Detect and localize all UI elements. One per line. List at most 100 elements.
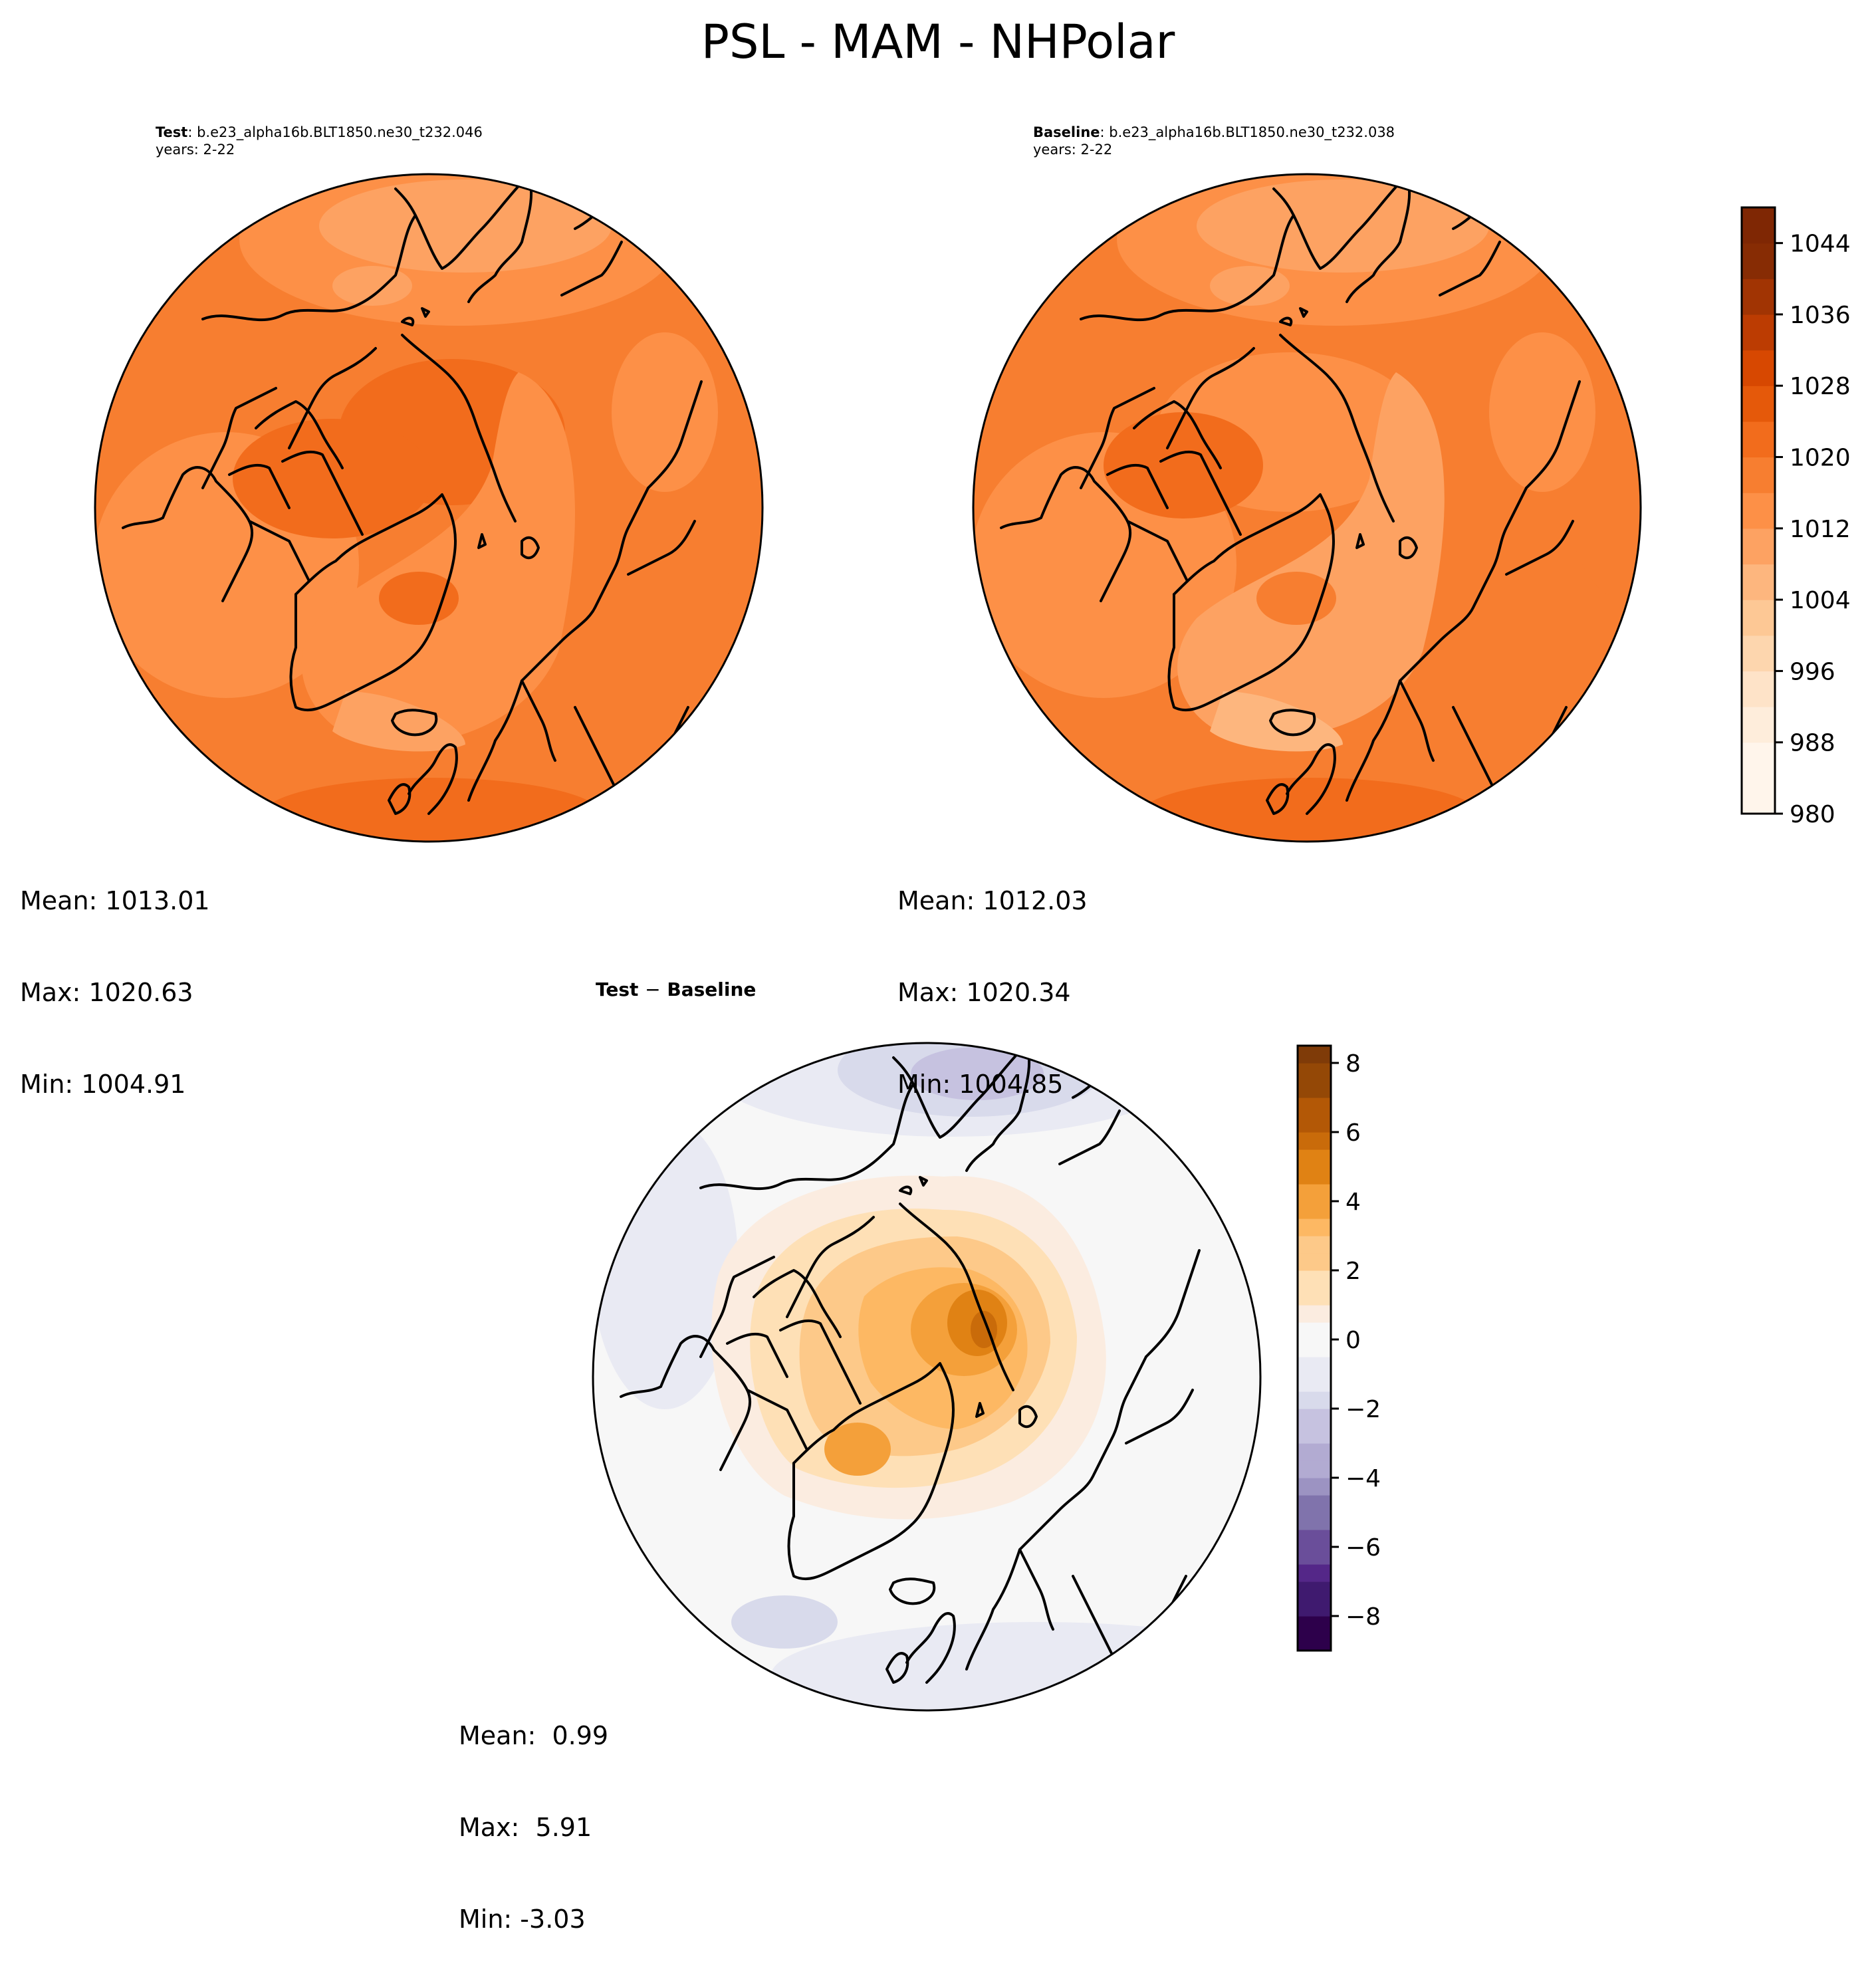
test-panel-title: Test: b.e23_alpha16b.BLT1850.ne30_t232.0… bbox=[156, 124, 483, 141]
difference-colorbar-tick-label: 2 bbox=[1346, 1258, 1361, 1285]
psl-colorbar-swatch bbox=[1742, 742, 1775, 778]
difference-colorbar-swatch bbox=[1298, 1443, 1331, 1461]
difference-label-a: Test bbox=[596, 979, 639, 1000]
difference-colorbar-swatch bbox=[1298, 1374, 1331, 1392]
psl-colorbar-swatch bbox=[1742, 778, 1775, 814]
difference-colorbar-swatch bbox=[1298, 1478, 1331, 1496]
psl-colorbar-tick-label: 1012 bbox=[1790, 516, 1851, 543]
test-stats: Mean: 1013.01 Max: 1020.63 Min: 1004.91 bbox=[20, 824, 210, 1130]
psl-colorbar-swatch bbox=[1742, 243, 1775, 279]
psl-colorbar-swatch bbox=[1742, 386, 1775, 422]
difference-colorbar-tick-label: 0 bbox=[1346, 1327, 1361, 1354]
difference-colorbar-swatch bbox=[1298, 1270, 1331, 1288]
difference-minus: − bbox=[645, 979, 661, 1000]
psl-colorbar-swatch bbox=[1742, 493, 1775, 529]
baseline-mean: Mean: 1012.03 bbox=[897, 886, 1088, 915]
test-label: Test bbox=[156, 124, 188, 140]
difference-colorbar: −8 −6 −4 −2 0 2 4 6 8 bbox=[1296, 1044, 1381, 1652]
difference-colorbar-tick-label: −8 bbox=[1346, 1603, 1381, 1631]
psl-colorbar-swatch bbox=[1742, 421, 1775, 458]
baseline-case-name: : b.e23_alpha16b.BLT1850.ne30_t232.038 bbox=[1100, 124, 1395, 140]
psl-colorbar-swatch bbox=[1742, 207, 1775, 244]
difference-colorbar-swatch bbox=[1298, 1357, 1331, 1375]
difference-colorbar-swatch bbox=[1298, 1633, 1331, 1651]
difference-colorbar-swatch bbox=[1298, 1426, 1331, 1444]
difference-colorbar-swatch bbox=[1298, 1167, 1331, 1185]
difference-colorbar-swatch bbox=[1298, 1115, 1331, 1133]
test-case-name: : b.e23_alpha16b.BLT1850.ne30_t232.046 bbox=[187, 124, 483, 140]
difference-colorbar-swatch bbox=[1298, 1149, 1331, 1167]
baseline-panel-title: Baseline: b.e23_alpha16b.BLT1850.ne30_t2… bbox=[1033, 124, 1395, 141]
psl-colorbar-swatch bbox=[1742, 528, 1775, 565]
difference-mean: Mean: 0.99 bbox=[459, 1721, 609, 1750]
test-map bbox=[94, 173, 764, 843]
baseline-max: Max: 1020.34 bbox=[897, 978, 1071, 1007]
psl-colorbar-swatch bbox=[1742, 707, 1775, 743]
difference-colorbar-swatch bbox=[1298, 1236, 1331, 1254]
difference-colorbar-tick-label: 4 bbox=[1346, 1189, 1361, 1216]
psl-colorbar-tick-label: 996 bbox=[1790, 658, 1835, 685]
difference-title: Test − Baseline bbox=[596, 979, 756, 1001]
psl-colorbar-tick-label: 1004 bbox=[1790, 587, 1851, 614]
psl-colorbar-tick-label: 988 bbox=[1790, 730, 1835, 757]
difference-colorbar-swatch bbox=[1298, 1339, 1331, 1357]
difference-label-b: Baseline bbox=[667, 979, 757, 1000]
difference-colorbar-swatch bbox=[1298, 1218, 1331, 1236]
difference-colorbar-swatch bbox=[1298, 1132, 1331, 1150]
psl-colorbar-swatch bbox=[1742, 457, 1775, 493]
difference-colorbar-tick-label: −2 bbox=[1346, 1396, 1381, 1423]
difference-colorbar-swatch bbox=[1298, 1409, 1331, 1427]
psl-colorbar-tick-label: 1036 bbox=[1790, 302, 1851, 329]
psl-colorbar-tick-label: 980 bbox=[1790, 801, 1835, 828]
difference-colorbar-swatch bbox=[1298, 1288, 1331, 1306]
psl-colorbar: 980 988 996 1004 1012 1020 1028 1036 1044 bbox=[1740, 206, 1851, 828]
difference-stats: Mean: 0.99 Max: 5.91 Min: -3.03 bbox=[459, 1659, 608, 1965]
test-mean: Mean: 1013.01 bbox=[20, 886, 210, 915]
test-years: years: 2-22 bbox=[156, 142, 235, 158]
difference-colorbar-swatch bbox=[1298, 1322, 1331, 1340]
psl-colorbar-tick-label: 1044 bbox=[1790, 231, 1851, 258]
baseline-years: years: 2-22 bbox=[1033, 142, 1113, 158]
figure-title: PSL - MAM - NHPolar bbox=[701, 15, 1175, 69]
difference-colorbar-swatch bbox=[1298, 1305, 1331, 1323]
psl-colorbar-swatch bbox=[1742, 671, 1775, 707]
difference-colorbar-swatch bbox=[1298, 1063, 1331, 1081]
psl-colorbar-swatch bbox=[1742, 350, 1775, 386]
difference-colorbar-tick-label: 8 bbox=[1346, 1050, 1361, 1078]
psl-colorbar-frame bbox=[1740, 206, 1776, 815]
difference-colorbar-swatch bbox=[1298, 1599, 1331, 1617]
difference-colorbar-tick-label: −6 bbox=[1346, 1534, 1381, 1561]
difference-colorbar-swatch bbox=[1298, 1495, 1331, 1513]
difference-map bbox=[592, 1042, 1262, 1712]
psl-colorbar-tick-label: 1028 bbox=[1790, 373, 1851, 400]
psl-colorbar-swatch bbox=[1742, 314, 1775, 351]
difference-colorbar-tick-label: 6 bbox=[1346, 1119, 1361, 1147]
psl-colorbar-swatch bbox=[1742, 564, 1775, 600]
difference-colorbar-swatch bbox=[1298, 1530, 1331, 1548]
difference-colorbar-swatch bbox=[1298, 1184, 1331, 1202]
difference-colorbar-swatch bbox=[1298, 1391, 1331, 1409]
difference-colorbar-swatch bbox=[1298, 1098, 1331, 1115]
psl-colorbar-swatch bbox=[1742, 635, 1775, 672]
difference-max: Max: 5.91 bbox=[459, 1813, 592, 1842]
test-min: Min: 1004.91 bbox=[20, 1070, 186, 1099]
difference-min: Min: -3.03 bbox=[459, 1905, 586, 1934]
psl-colorbar-tick-label: 1020 bbox=[1790, 445, 1851, 472]
difference-colorbar-swatch bbox=[1298, 1253, 1331, 1271]
difference-colorbar-swatch bbox=[1298, 1564, 1331, 1582]
difference-colorbar-swatch bbox=[1298, 1512, 1331, 1530]
psl-colorbar-swatch bbox=[1742, 279, 1775, 315]
difference-colorbar-swatch bbox=[1298, 1080, 1331, 1098]
baseline-map bbox=[972, 173, 1642, 843]
difference-colorbar-frame bbox=[1296, 1044, 1332, 1652]
difference-colorbar-swatch bbox=[1298, 1046, 1331, 1064]
difference-colorbar-swatch bbox=[1298, 1201, 1331, 1219]
baseline-stats: Mean: 1012.03 Max: 1020.34 Min: 1004.85 bbox=[897, 824, 1088, 1130]
difference-colorbar-swatch bbox=[1298, 1616, 1331, 1634]
difference-colorbar-swatch bbox=[1298, 1581, 1331, 1599]
psl-colorbar-swatch bbox=[1742, 600, 1775, 636]
baseline-label: Baseline bbox=[1033, 124, 1100, 140]
difference-colorbar-tick-label: −4 bbox=[1346, 1465, 1381, 1492]
baseline-min: Min: 1004.85 bbox=[897, 1070, 1064, 1099]
